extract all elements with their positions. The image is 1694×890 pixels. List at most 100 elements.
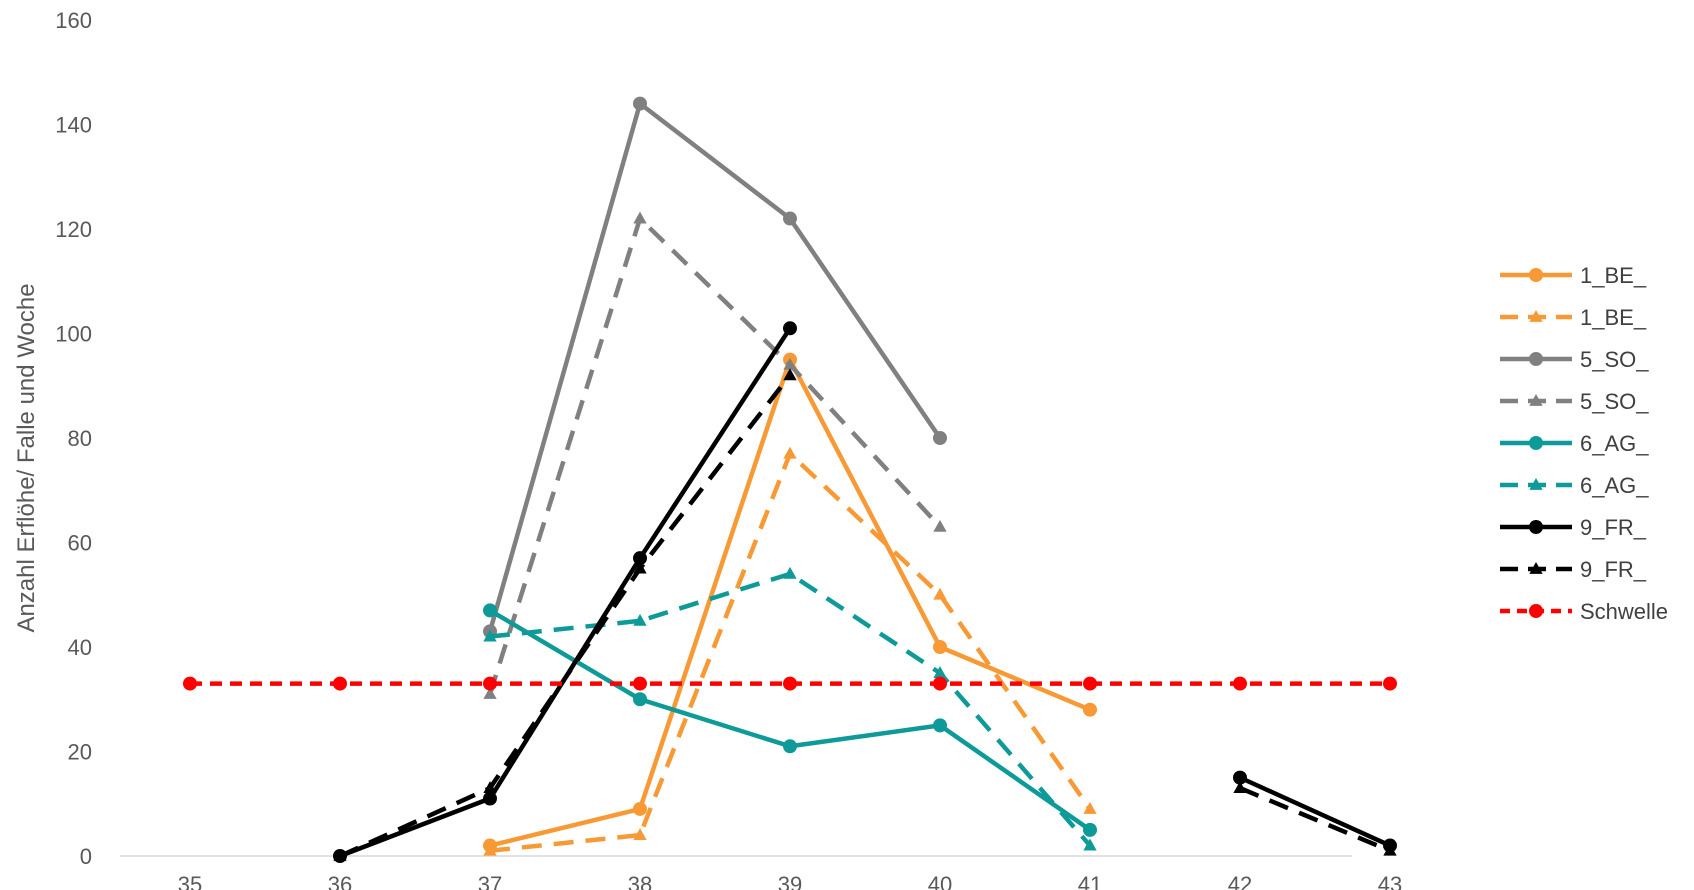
- data-point: [1083, 822, 1097, 837]
- legend-marker: [1529, 352, 1543, 366]
- series-line: [487, 101, 942, 632]
- data-point: [1083, 676, 1097, 691]
- y-tick-label: 160: [55, 8, 92, 33]
- data-point: [633, 692, 647, 707]
- y-tick-label: 0: [80, 844, 92, 869]
- legend-entry: 5_SO_: [1500, 389, 1649, 414]
- data-point: [483, 687, 497, 699]
- series-5: [483, 603, 1097, 837]
- data-point: [1083, 801, 1097, 814]
- y-tick-label: 80: [68, 426, 92, 451]
- legend-label: 1_BE_: [1580, 263, 1647, 288]
- series-2: [483, 446, 1097, 856]
- legend-label: 1_BE_: [1580, 305, 1647, 330]
- data-point: [933, 676, 947, 691]
- series-line: [339, 327, 792, 859]
- y-tick-label: 120: [55, 217, 92, 242]
- legend-label: Schwelle: [1580, 599, 1668, 624]
- data-point: [1233, 781, 1247, 793]
- data-point: [633, 96, 647, 111]
- data-point: [483, 603, 497, 618]
- legend: 1_BE_ 1_BE_ 5_SO_ 5_SO_ 6_AG_ 6_AG_ 9_FR_ 9_FR_…: [1500, 263, 1668, 624]
- x-tick-label: 41: [1078, 872, 1102, 890]
- data-point: [933, 587, 947, 600]
- series-line: [489, 571, 1092, 848]
- legend-marker: [1529, 394, 1543, 406]
- series-6: [483, 566, 1097, 851]
- legend-marker: [1529, 478, 1543, 490]
- data-point: [933, 666, 947, 679]
- legend-label: 5_SO_: [1580, 389, 1649, 414]
- data-point: [1233, 676, 1247, 691]
- data-point: [483, 629, 497, 642]
- data-point: [333, 676, 347, 691]
- data-point: [483, 676, 497, 691]
- legend-label: 5_SO_: [1580, 347, 1649, 372]
- data-point: [633, 551, 647, 566]
- data-point: [783, 357, 797, 370]
- series-line: [487, 216, 942, 695]
- data-point: [1083, 702, 1097, 717]
- legend-marker: [1529, 562, 1543, 574]
- data-point: [783, 566, 797, 579]
- y-tick-label: 140: [55, 113, 92, 138]
- data-point: [933, 718, 947, 733]
- series-1: [483, 352, 1097, 853]
- data-point: [783, 676, 797, 691]
- legend-marker: [1529, 520, 1543, 534]
- series-line: [1239, 785, 1391, 853]
- legend-label: 6_AG_: [1580, 431, 1649, 456]
- x-tick-label: 37: [478, 872, 502, 890]
- data-point: [783, 321, 797, 336]
- data-point: [633, 211, 647, 224]
- data-point: [783, 739, 797, 754]
- data-point: [1383, 843, 1397, 856]
- data-point: [933, 519, 947, 532]
- data-point: [333, 849, 347, 861]
- legend-label: 6_AG_: [1580, 473, 1649, 498]
- data-point: [483, 843, 497, 856]
- plot-area: 0 20 40 60 80 100 120 140 160 35 36 37 38 39 40 41 42 43 A…: [13, 8, 1402, 890]
- series-line: [339, 373, 792, 859]
- data-point: [633, 676, 647, 691]
- x-tick-label: 43: [1378, 872, 1402, 890]
- legend-entry: 6_AG_: [1500, 431, 1649, 456]
- data-point: [183, 676, 197, 691]
- x-tick-label: 36: [328, 872, 352, 890]
- series-3: [483, 96, 947, 639]
- data-point: [483, 781, 497, 793]
- y-tick-label: 100: [55, 322, 92, 347]
- data-point: [1233, 770, 1247, 785]
- data-point: [633, 561, 647, 574]
- legend-marker: [1529, 604, 1543, 618]
- y-axis-title: Anzahl Erflöhe/ Falle und Woche: [13, 283, 40, 632]
- y-tick-label: 40: [68, 635, 92, 660]
- legend-entry: 5_SO_: [1500, 347, 1649, 372]
- x-tick-label: 40: [928, 872, 952, 890]
- data-point: [633, 613, 647, 626]
- data-point: [783, 446, 797, 459]
- legend-entry: 9_FR_: [1500, 515, 1647, 540]
- data-point: [783, 368, 797, 381]
- data-point: [1383, 676, 1397, 691]
- y-tick-label: 60: [68, 531, 92, 556]
- legend-entry: 6_AG_: [1500, 473, 1649, 498]
- data-point: [783, 211, 797, 226]
- x-tick-label: 42: [1228, 872, 1252, 890]
- data-point: [633, 801, 647, 816]
- series-4: [483, 211, 947, 699]
- data-point: [1083, 838, 1097, 851]
- data-point: [933, 431, 947, 445]
- legend-marker: [1529, 310, 1543, 322]
- data-point: [633, 828, 647, 840]
- legend-entry: 9_FR_: [1500, 557, 1647, 582]
- x-tick-label: 39: [778, 872, 802, 890]
- y-tick-label: 20: [68, 740, 92, 765]
- series-line: [1239, 775, 1391, 848]
- data-point: [933, 640, 947, 654]
- series-9: [183, 676, 1397, 691]
- legend-entry: Schwelle: [1500, 599, 1668, 624]
- legend-marker: [1529, 268, 1543, 282]
